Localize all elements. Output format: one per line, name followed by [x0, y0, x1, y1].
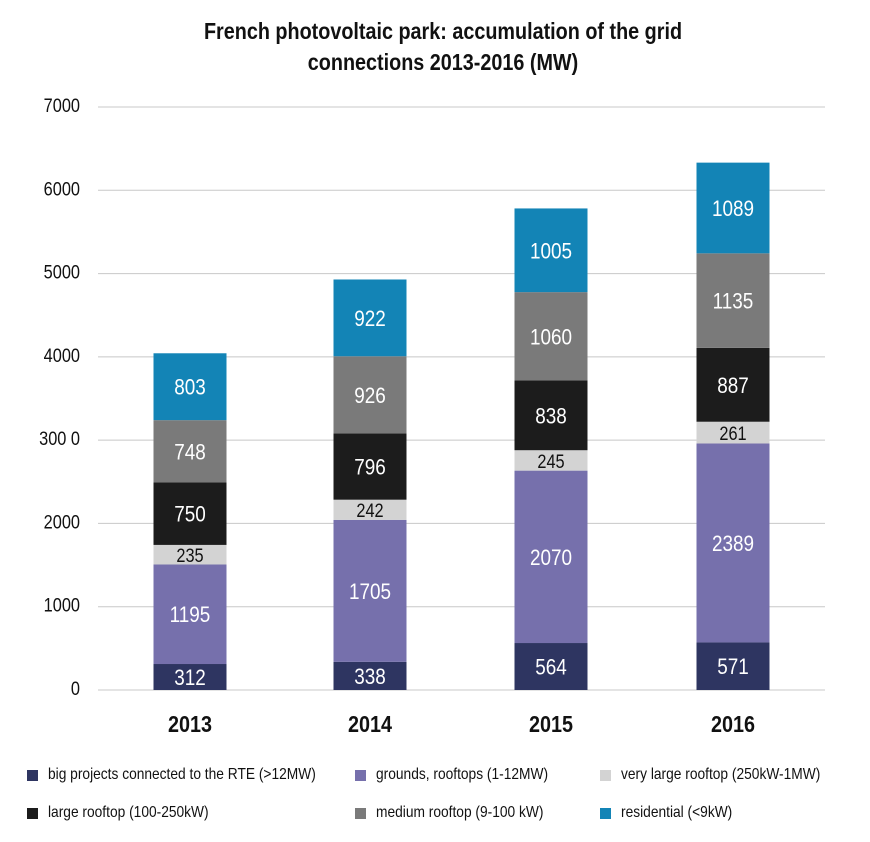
- bar-segment: [514, 643, 588, 690]
- bar-segment: [153, 544, 227, 565]
- bar-segment: [696, 421, 770, 444]
- chart-title-line-1: French photovoltaic park: accumulation o…: [203, 18, 683, 44]
- bar-segment: [514, 208, 588, 293]
- bar-value-label: 887: [717, 373, 749, 398]
- x-tick-label: 2013: [168, 712, 212, 738]
- bar-segment: [514, 450, 588, 471]
- y-tick-label: 7000: [44, 95, 80, 116]
- y-tick-label: 1000: [44, 595, 80, 616]
- x-axis: 2013 2014 2015 2016: [168, 712, 755, 738]
- chart-title: French photovoltaic park: accumulation o…: [62, 16, 824, 78]
- bar-segment: [333, 356, 407, 434]
- bar-value-label: 1195: [170, 603, 211, 628]
- bar-value-label: 242: [356, 500, 383, 521]
- bar-value-label: 1089: [712, 197, 754, 222]
- bar-segment: [153, 664, 227, 690]
- x-tick-label: 2014: [348, 712, 392, 738]
- bar-segment: [333, 661, 407, 690]
- bar-value-label: 235: [176, 545, 203, 566]
- bar-segment: [696, 347, 770, 422]
- bar-segment: [696, 443, 770, 643]
- bar-value-label: 2389: [712, 532, 754, 557]
- bar-segment: [696, 253, 770, 348]
- y-tick-label: 6000: [44, 178, 80, 199]
- y-tick-label: 300 0: [39, 428, 80, 449]
- bars: 312 1195 235 750 748 803 338 1705 242 796 926 922 56…: [153, 162, 770, 691]
- bar-segment: [333, 433, 407, 500]
- bar-segment: [153, 482, 227, 545]
- bar-value-label: 803: [174, 375, 206, 400]
- y-tick-label: 5000: [44, 261, 80, 282]
- y-axis: 0 1000 2000 300 0 4000 5000 6000 7000: [39, 95, 80, 699]
- bar-value-label: 1060: [530, 325, 572, 350]
- bar-value-label: 1005: [530, 239, 572, 264]
- bar-segment: [153, 420, 227, 483]
- y-tick-label: 4000: [44, 345, 80, 366]
- bar-value-label: 564: [535, 655, 567, 680]
- bar-segment: [153, 353, 227, 421]
- bar-value-label: 2070: [530, 545, 572, 570]
- bar-value-label: 838: [535, 404, 567, 429]
- bar-segment: [696, 162, 770, 254]
- bar-segment: [514, 380, 588, 451]
- bar-segment: [333, 519, 407, 662]
- y-tick-label: 0: [71, 678, 80, 699]
- chart-title-line-2: connections 2013-2016 (MW): [307, 49, 579, 75]
- bar-segment: [153, 564, 227, 665]
- bar-segment: [514, 470, 588, 644]
- y-tick-label: 2000: [44, 511, 80, 532]
- bar-value-label: 261: [719, 423, 746, 444]
- bar-value-label: 922: [354, 307, 386, 332]
- x-tick-label: 2015: [529, 712, 573, 738]
- bar-value-label: 1705: [349, 580, 391, 605]
- bar-value-label: 571: [717, 655, 749, 680]
- bar-segment: [514, 292, 588, 381]
- bar-segment: [696, 642, 770, 690]
- x-tick-label: 2016: [711, 712, 755, 738]
- bar-value-label: 1135: [713, 289, 754, 314]
- bar-segment: [333, 499, 407, 520]
- bar-value-label: 245: [537, 451, 564, 472]
- bar-segment: [333, 279, 407, 357]
- bar-value-label: 750: [174, 502, 206, 527]
- bar-value-label: 748: [174, 440, 206, 465]
- bar-value-label: 338: [354, 665, 386, 690]
- bar-value-label: 796: [354, 455, 386, 480]
- bar-value-label: 312: [174, 666, 206, 691]
- bar-value-label: 926: [354, 384, 386, 409]
